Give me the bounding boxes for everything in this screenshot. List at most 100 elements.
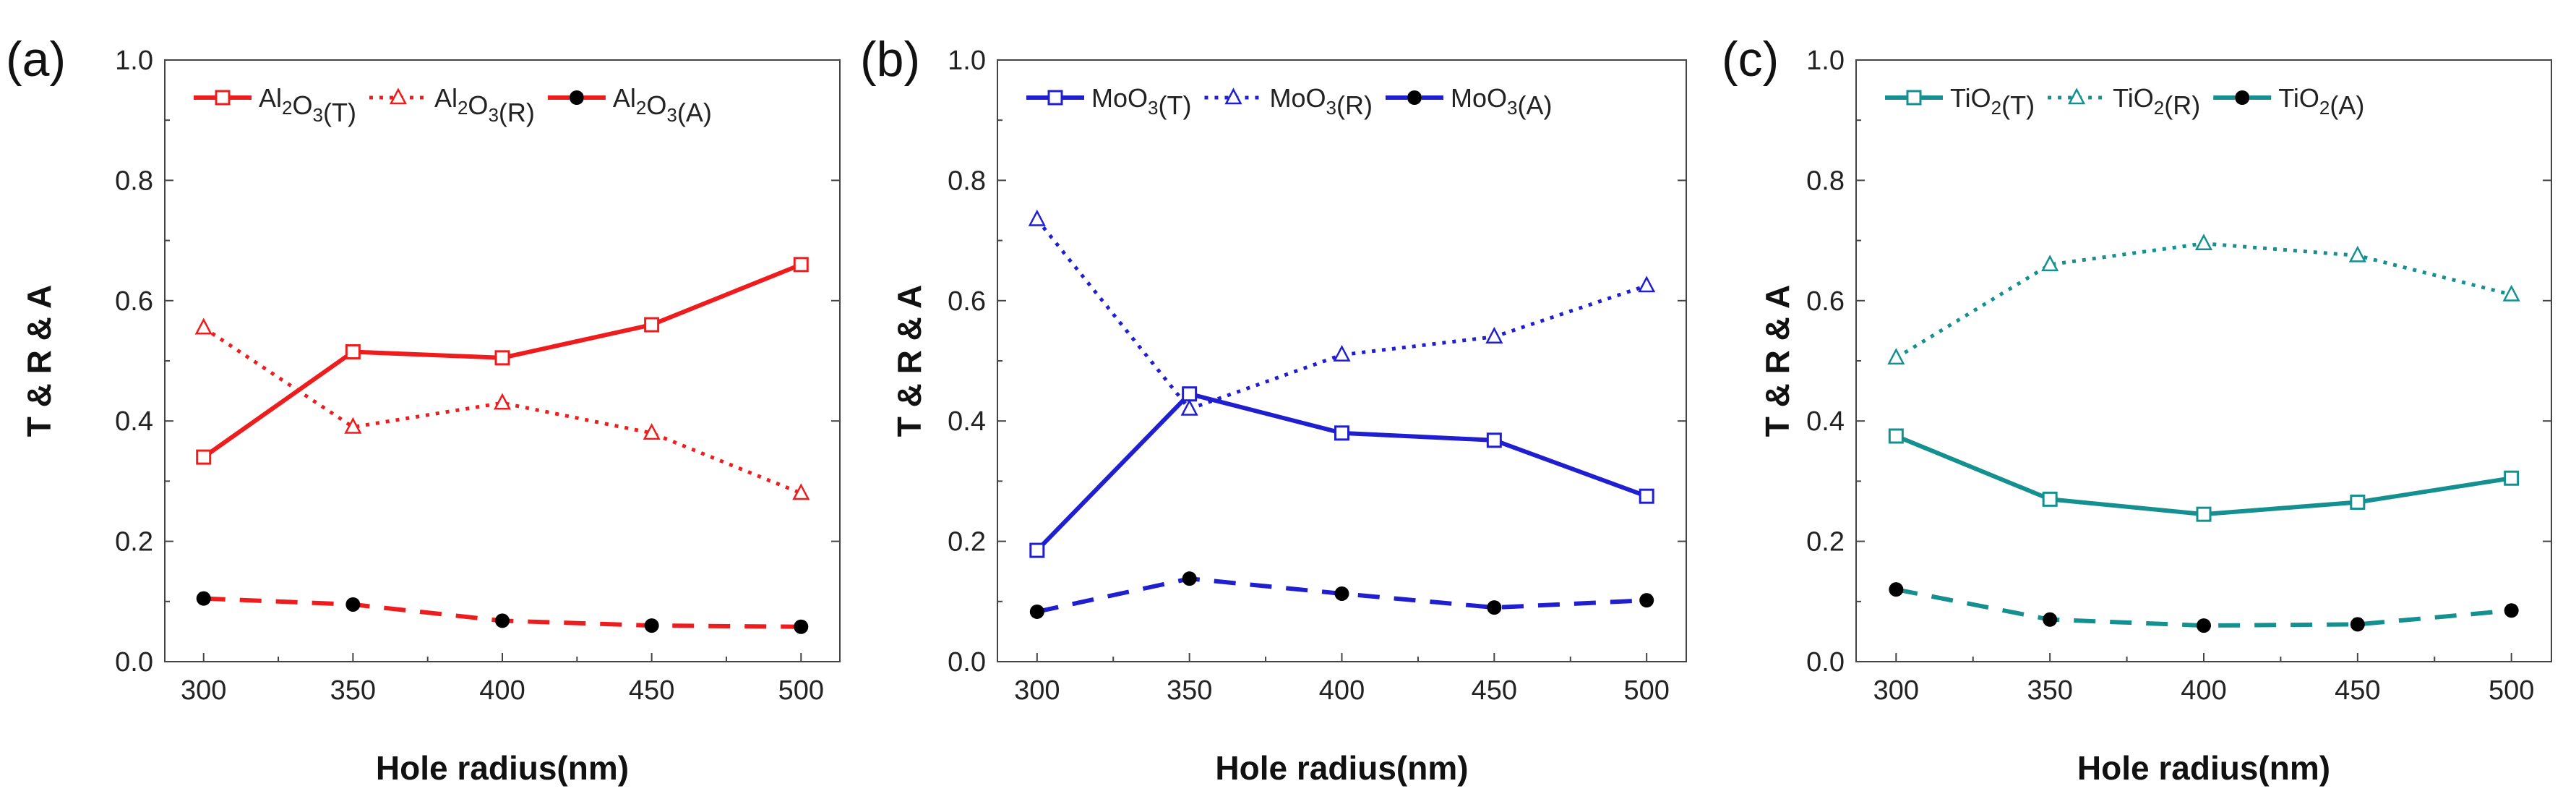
data-point-triangle: [344, 417, 362, 434]
x-tick-label: 500: [2489, 675, 2534, 706]
x-tick-label: 450: [1472, 675, 1517, 706]
data-point-triangle: [792, 483, 810, 500]
y-tick-label: 0.8: [115, 166, 153, 196]
data-point-square: [1888, 428, 1904, 444]
data-point-triangle: [643, 423, 661, 440]
data-point-circle: [1639, 593, 1654, 608]
data-point-triangle: [1485, 327, 1503, 343]
y-tick-label: 0.2: [1806, 527, 1845, 558]
legend-label-0: MoO3(T): [1091, 83, 1191, 120]
legend-marker-triangle: [389, 87, 408, 105]
data-point-square: [1486, 432, 1502, 448]
data-point-square: [345, 344, 361, 360]
data-point-circle: [1487, 600, 1502, 615]
data-point-circle: [794, 619, 809, 634]
series-line-1: [202, 326, 802, 495]
legend-label-1: TiO2(R): [2113, 83, 2200, 120]
legend-label-2: TiO2(A): [2278, 83, 2364, 120]
legend-marker-square: [215, 90, 231, 106]
y-tick-label: 0.8: [1806, 166, 1845, 196]
legend-marker-square: [1906, 90, 1922, 106]
data-point-square: [1182, 386, 1198, 402]
data-point-triangle: [1638, 276, 1656, 293]
data-point-square: [196, 449, 212, 465]
y-tick-label: 0.2: [948, 527, 986, 558]
data-point-circle: [1182, 571, 1197, 586]
y-tick-label: 0.8: [948, 166, 986, 196]
data-point-square: [1029, 542, 1045, 558]
data-point-circle: [2504, 603, 2519, 618]
data-point-square: [2196, 506, 2212, 522]
x-axis-title: Hole radius(nm): [2077, 749, 2330, 787]
data-point-square: [1334, 425, 1349, 441]
data-point-triangle: [1180, 398, 1198, 416]
data-point-circle: [2197, 618, 2211, 633]
data-point-circle: [196, 591, 211, 606]
series-line-0: [1895, 434, 2512, 517]
data-point-circle: [345, 597, 361, 612]
legend-marker-triangle: [2068, 87, 2086, 105]
data-point-square: [494, 350, 510, 366]
legend-label-0: TiO2(T): [1950, 83, 2035, 120]
chart-panel-1: 0.0 0.2 0.4 0.6 0.8 1.0 300 350 400 450 500 Hole ra…: [860, 32, 1687, 787]
plot-frame: [1855, 59, 2552, 662]
legend-label-1: Al2O3(R): [434, 83, 535, 127]
legend-marker-circle: [2235, 90, 2250, 105]
series-line-1: [1895, 242, 2512, 359]
legend-label-2: Al2O3(A): [613, 83, 712, 127]
data-point-triangle: [2041, 255, 2059, 272]
panel-label: (a): [6, 32, 66, 87]
legend-marker-circle: [569, 90, 584, 105]
data-point-triangle: [194, 317, 212, 335]
y-tick-label: 1.0: [1806, 46, 1845, 76]
x-tick-label: 400: [479, 675, 525, 706]
data-point-square: [2350, 495, 2366, 511]
legend-marker-circle: [1407, 90, 1422, 105]
data-point-square: [793, 257, 809, 273]
y-tick-label: 0.6: [115, 286, 153, 317]
y-tick-label: 0.4: [948, 406, 986, 437]
series-line-1: [1035, 218, 1647, 411]
data-point-square: [2042, 491, 2058, 507]
data-point-triangle: [2348, 245, 2366, 262]
y-tick-label: 0.6: [1806, 286, 1845, 317]
data-point-square: [1639, 488, 1654, 504]
legend-marker-triangle: [1224, 87, 1242, 105]
x-tick-label: 300: [1873, 675, 1919, 706]
data-point-circle: [1029, 604, 1044, 619]
x-axis-title: Hole radius(nm): [1215, 749, 1468, 787]
y-axis-title: T & R & A: [1759, 285, 1796, 437]
x-tick-label: 500: [1623, 675, 1669, 706]
x-tick-label: 400: [2181, 675, 2226, 706]
data-point-triangle: [1028, 209, 1046, 226]
data-point-circle: [495, 613, 510, 628]
x-tick-label: 350: [330, 675, 376, 706]
x-tick-label: 450: [2335, 675, 2380, 706]
y-tick-label: 0.4: [1806, 406, 1845, 437]
y-tick-label: 0.6: [948, 286, 986, 317]
data-point-square: [2504, 470, 2520, 486]
data-point-circle: [2043, 612, 2058, 627]
y-axis-title: T & R & A: [890, 285, 928, 437]
data-point-triangle: [2194, 234, 2213, 251]
data-point-square: [644, 317, 660, 333]
x-tick-label: 450: [629, 675, 674, 706]
data-point-triangle: [493, 393, 512, 410]
series-line-0: [1035, 391, 1648, 552]
panel-label: (b): [860, 32, 920, 87]
x-tick-label: 300: [1014, 675, 1060, 706]
y-tick-label: 0.2: [115, 527, 153, 558]
x-axis-title: Hole radius(nm): [376, 749, 629, 787]
x-tick-label: 500: [778, 675, 824, 706]
legend-label-1: MoO3(R): [1269, 83, 1372, 120]
panel-label: (c): [1722, 32, 1779, 87]
legend-label-2: MoO3(A): [1451, 83, 1553, 120]
data-point-circle: [644, 618, 659, 633]
data-point-triangle: [1887, 348, 1905, 365]
x-tick-label: 300: [181, 675, 226, 706]
data-point-triangle: [1333, 344, 1351, 362]
data-point-circle: [1889, 582, 1904, 597]
chart-panel-0: 0.0 0.2 0.4 0.6 0.8 1.0 300 350 400 450 500 Hole ra…: [6, 32, 841, 787]
data-point-circle: [2350, 617, 2365, 632]
